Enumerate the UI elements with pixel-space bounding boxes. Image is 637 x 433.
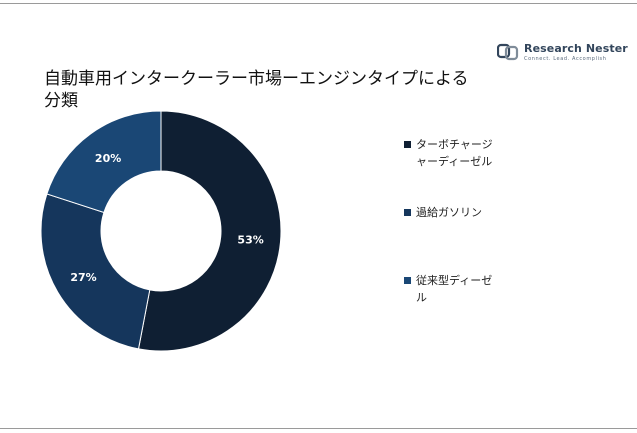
slice-value-label-3: 20% <box>95 152 121 165</box>
legend-label-2: 過給ガソリン <box>416 206 482 219</box>
slice-value-label-2: 27% <box>70 271 96 284</box>
logo-tagline: Connect. Lead. Accomplish <box>524 56 607 62</box>
donut-slice-3 <box>46 110 162 214</box>
legend-item-2: 過給ガソリン <box>404 204 501 221</box>
slice-value-label-1: 53% <box>237 233 263 246</box>
legend-item-1: ターボチャージャーディーゼル <box>404 136 501 170</box>
chart-title: 自動車用インタークーラー市場ーエンジンタイプによる分類 <box>44 69 469 111</box>
donut-slice-1 <box>137 110 282 352</box>
donut-slice-2 <box>40 193 151 350</box>
logo-brand: Research Nester <box>524 42 628 55</box>
bottom-rule <box>0 428 637 429</box>
donut-slices <box>40 110 282 352</box>
research-nester-logo: Research Nester Connect. Lead. Accomplis… <box>497 42 628 66</box>
legend-label-3: 従来型ディーゼル <box>416 274 493 304</box>
donut-slice-labels: 53% 27% 20% <box>70 152 263 284</box>
legend-swatch-1 <box>404 141 411 148</box>
donut-chart: 53% 27% 20% <box>40 110 282 352</box>
top-rule <box>0 3 637 4</box>
legend-swatch-3 <box>404 277 411 284</box>
legend-swatch-2 <box>404 209 411 216</box>
legend-label-1: ターボチャージャーディーゼル <box>416 138 493 168</box>
logo-mark-icon <box>497 43 519 61</box>
legend-item-3: 従来型ディーゼル <box>404 272 501 306</box>
